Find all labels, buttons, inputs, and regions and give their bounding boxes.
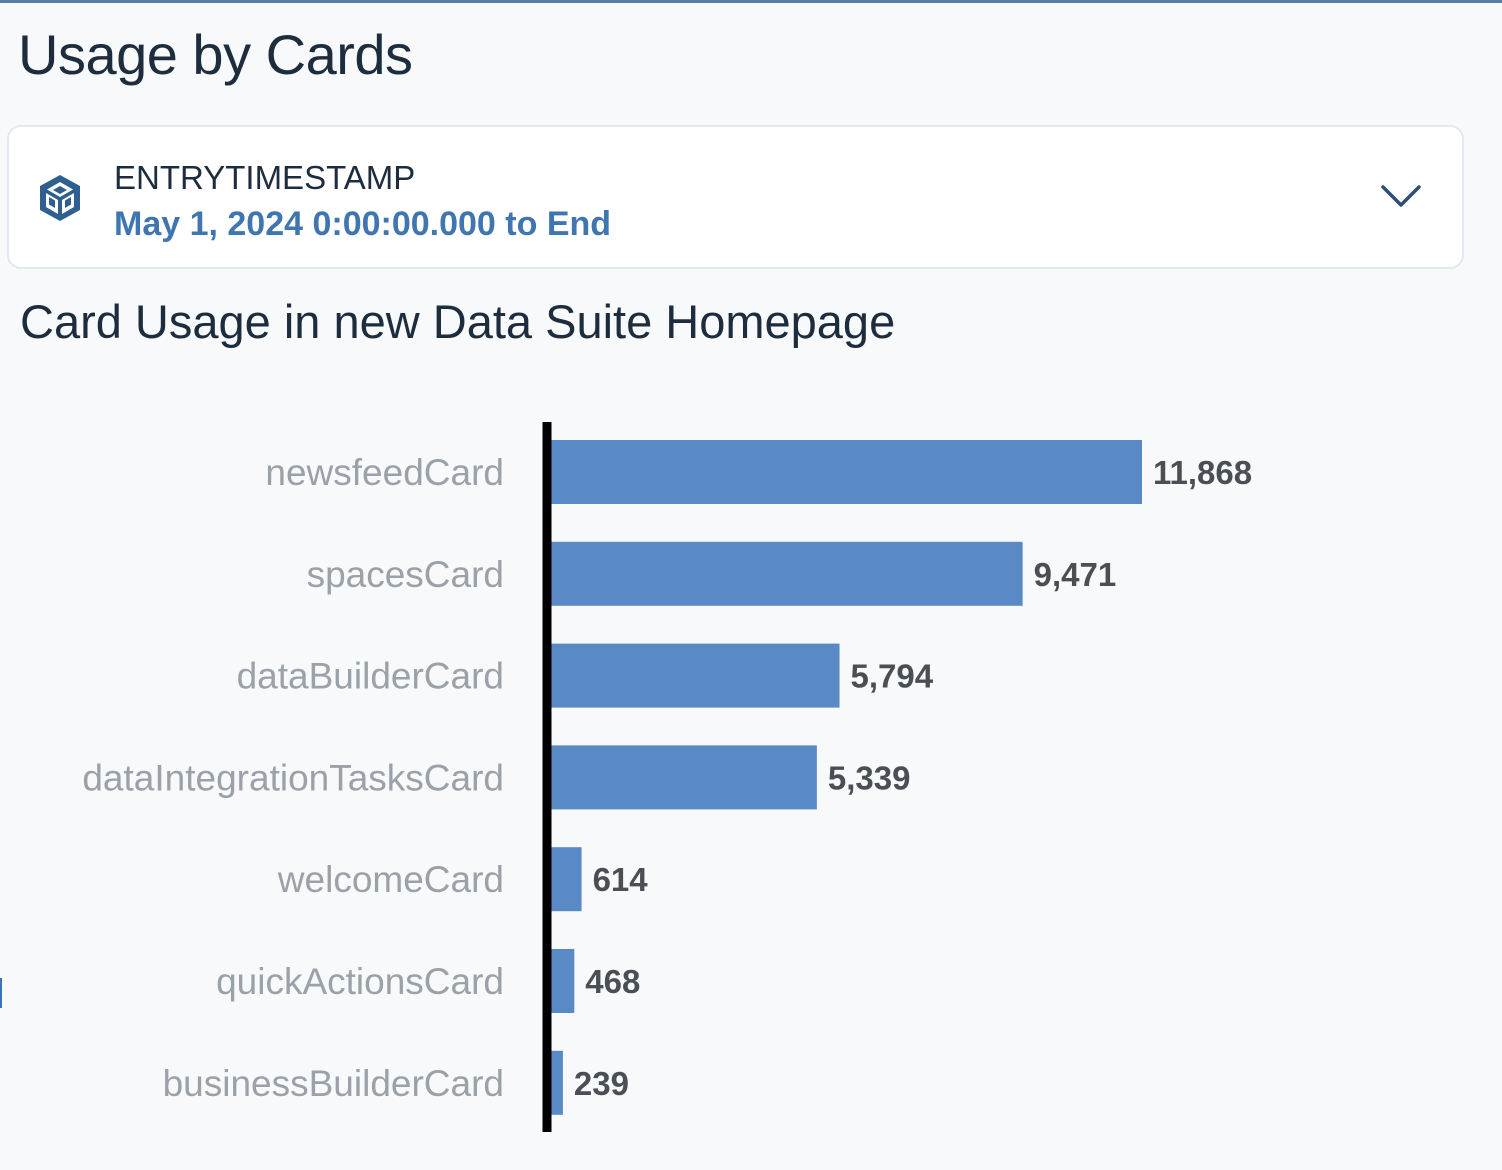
category-label: quickActionsCard <box>216 961 504 1002</box>
value-label: 5,339 <box>828 759 911 796</box>
value-label: 11,868 <box>1153 454 1252 491</box>
category-label: dataBuilderCard <box>237 656 504 697</box>
bar-quickActionsCard[interactable] <box>551 949 575 1013</box>
value-label: 239 <box>574 1065 629 1102</box>
category-label: welcomeCard <box>277 859 504 900</box>
chart-title: Card Usage in new Data Suite Homepage <box>20 295 896 348</box>
date-filter-card[interactable]: ENTRYTIMESTAMP May 1, 2024 0:00:00.000 t… <box>7 125 1464 269</box>
top-rule <box>0 0 1502 3</box>
chevron-down-icon[interactable] <box>1379 181 1423 211</box>
value-label: 468 <box>585 963 640 1000</box>
value-label: 614 <box>593 861 649 898</box>
bar-spacesCard[interactable] <box>551 541 1023 606</box>
category-label: spacesCard <box>307 554 504 595</box>
filter-value[interactable]: May 1, 2024 0:00:00.000 to End <box>114 205 612 243</box>
category-label: newsfeedCard <box>265 452 504 493</box>
category-label: businessBuilderCard <box>163 1063 504 1104</box>
bar-welcomeCard[interactable] <box>551 847 582 912</box>
cube-icon <box>40 175 80 221</box>
bar-businessBuilderCard[interactable] <box>551 1050 563 1115</box>
category-label: dataIntegrationTasksCard <box>82 757 504 798</box>
filter-label: ENTRYTIMESTAMP <box>114 159 416 196</box>
edge-marker <box>0 978 2 1008</box>
page-title: Usage by Cards <box>18 23 413 86</box>
bar-newsfeedCard[interactable] <box>551 440 1142 504</box>
value-label: 5,794 <box>851 658 934 695</box>
bar-dataBuilderCard[interactable] <box>551 643 840 708</box>
value-label: 9,471 <box>1034 556 1117 593</box>
bar-dataIntegrationTasksCard[interactable] <box>551 745 817 810</box>
